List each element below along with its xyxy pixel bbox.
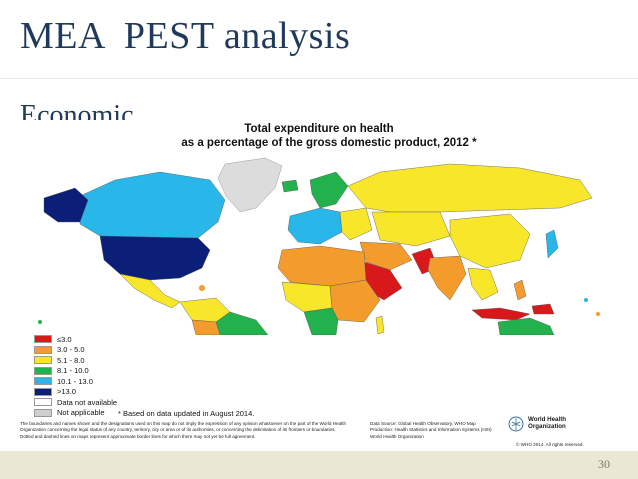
map-region-turkey-iran bbox=[359, 241, 413, 271]
legend-label: 5.1 - 8.0 bbox=[57, 355, 85, 365]
legend-swatch bbox=[34, 408, 52, 417]
legend-label: 10.1 - 13.0 bbox=[57, 376, 93, 386]
map-region-iceland bbox=[281, 179, 299, 193]
who-org-name-line1: World Health bbox=[528, 416, 567, 423]
who-org-name-line2: Organization bbox=[528, 423, 566, 430]
slide-footer-bar: 30 bbox=[0, 451, 638, 479]
data-source-note: Data Source: Global Health Observatory, … bbox=[370, 421, 492, 439]
legend-item: >13.0 bbox=[34, 387, 117, 398]
map-region-usa bbox=[99, 235, 211, 281]
health-expenditure-map-figure: Total expenditure on health as a percent… bbox=[20, 120, 618, 450]
legend-label: 8.1 - 10.0 bbox=[57, 366, 89, 376]
legend-item: 10.1 - 13.0 bbox=[34, 376, 117, 387]
map-region-canada bbox=[79, 171, 226, 243]
map-title-line2: as a percentage of the gross domestic pr… bbox=[181, 137, 477, 149]
copyright-note: © WHO 2014. All rights reserved. bbox=[516, 442, 584, 447]
map-region-scandinavia bbox=[309, 171, 349, 209]
map-region-indonesia bbox=[471, 307, 531, 321]
legend-item: Data not available bbox=[34, 397, 117, 408]
map-region-north-africa bbox=[277, 245, 367, 287]
map-legend: ≤3.0 3.0 - 5.0 5.1 - 8.0 8.1 - 10.0 10.1… bbox=[34, 334, 117, 418]
map-region-alaska bbox=[43, 187, 89, 223]
legend-item: 5.1 - 8.0 bbox=[34, 355, 117, 366]
map-region-central-africa bbox=[303, 307, 339, 335]
map-region-madagascar bbox=[375, 315, 385, 335]
legend-label: Data not available bbox=[57, 397, 118, 407]
map-region-caribbean bbox=[199, 285, 205, 291]
slide-title: MEA PEST analysis bbox=[20, 15, 351, 57]
map-region-papua bbox=[531, 303, 555, 315]
title-divider bbox=[0, 78, 638, 79]
map-title-line1: Total expenditure on health bbox=[244, 123, 394, 135]
legend-item: 3.0 - 5.0 bbox=[34, 345, 117, 356]
map-region-philippines bbox=[513, 279, 527, 301]
map-region-india bbox=[427, 255, 467, 301]
map-region-russia bbox=[347, 163, 593, 213]
legend-item: Not applicable bbox=[34, 408, 117, 419]
map-region-west-africa bbox=[281, 281, 333, 313]
legend-swatch bbox=[34, 356, 52, 365]
legend-label: >13.0 bbox=[57, 387, 76, 397]
legend-label: ≤3.0 bbox=[57, 334, 72, 344]
legend-swatch bbox=[34, 345, 52, 354]
map-region-pacific-islands bbox=[584, 298, 588, 302]
legend-item: ≤3.0 bbox=[34, 334, 117, 345]
who-org-name: World Health Organization bbox=[528, 416, 566, 430]
who-logo-icon bbox=[508, 416, 524, 432]
map-region-mexico bbox=[119, 273, 181, 309]
map-region-eastern-europe bbox=[339, 207, 373, 241]
map-disclaimer: The boundaries and names shown and the d… bbox=[20, 421, 347, 439]
legend-label: 3.0 - 5.0 bbox=[57, 345, 85, 355]
map-region-se-asia bbox=[467, 267, 499, 301]
page-number: 30 bbox=[598, 457, 610, 471]
world-map bbox=[38, 157, 600, 335]
map-region-japan bbox=[545, 229, 559, 259]
map-region-western-europe bbox=[287, 207, 343, 245]
legend-swatch bbox=[34, 398, 52, 407]
map-region-australia bbox=[497, 317, 555, 335]
legend-swatch bbox=[34, 366, 52, 375]
legend-swatch bbox=[34, 387, 52, 396]
legend-label: Not applicable bbox=[57, 408, 105, 418]
legend-swatch bbox=[34, 335, 52, 344]
map-region-central-asia bbox=[371, 211, 451, 247]
based-on-note: * Based on data updated in August 2014. bbox=[118, 409, 255, 418]
legend-swatch bbox=[34, 377, 52, 386]
map-region-greenland bbox=[217, 157, 283, 213]
map-region-peru-bolivia bbox=[191, 319, 221, 335]
map-region-china bbox=[449, 213, 531, 269]
legend-item: 8.1 - 10.0 bbox=[34, 366, 117, 377]
